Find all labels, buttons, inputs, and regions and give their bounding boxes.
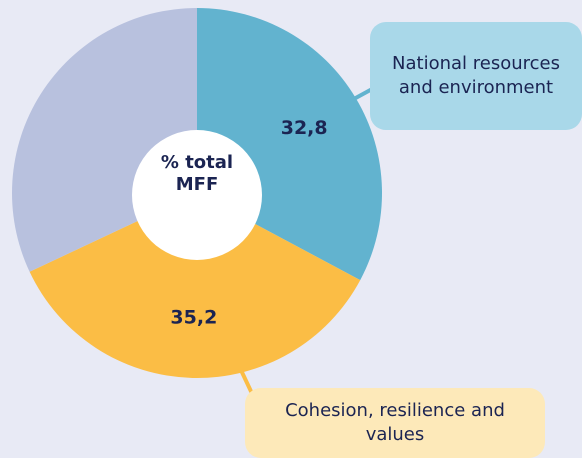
center-label: % total MFF [160, 152, 234, 195]
callout: National resources and environment [370, 22, 582, 130]
callout: Cohesion, resilience and values [245, 388, 545, 458]
pie-slice [29, 193, 361, 379]
data-label: 35,2 [170, 306, 217, 328]
donut-hole [132, 130, 262, 260]
data-label: 32,8 [281, 117, 328, 139]
